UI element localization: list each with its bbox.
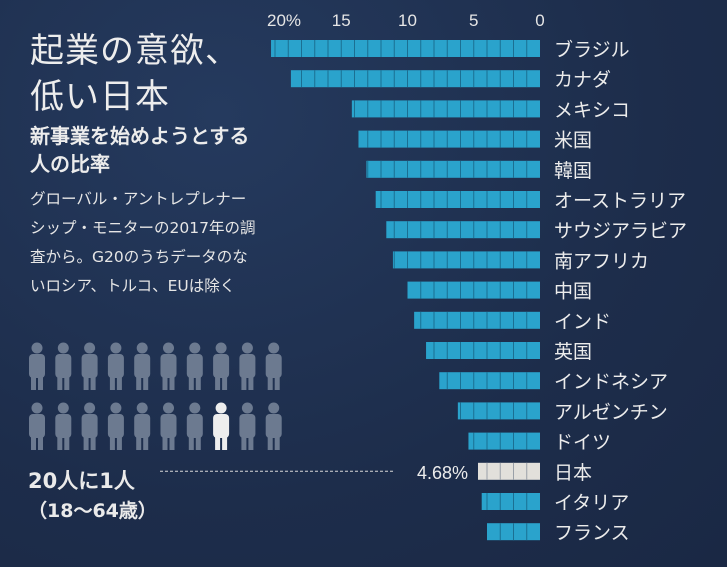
person-icon (186, 402, 203, 450)
person-icon (213, 342, 230, 390)
person-icon (239, 342, 256, 390)
category-label: フランス (554, 522, 630, 544)
bar (290, 70, 540, 88)
person-icon (160, 402, 177, 450)
description: グローバル・アントレプレナー シップ・モニターの2017年の調 査から。G20の… (30, 185, 300, 301)
person-icon (186, 342, 203, 390)
category-label: インド (554, 311, 611, 333)
data-label: 4.68% (417, 463, 468, 483)
person-icon (265, 342, 282, 390)
bar (386, 221, 540, 239)
category-label: カナダ (554, 69, 611, 91)
subtitle-line-2: 人の比率 (30, 152, 110, 176)
bar (426, 342, 540, 359)
category-label: メキシコ (554, 99, 630, 121)
category-label: ドイツ (554, 432, 611, 454)
age-range-label: （18～64歳） (28, 500, 157, 522)
bar (457, 402, 540, 420)
category-label: 韓国 (554, 160, 592, 182)
person-icon (134, 342, 151, 390)
x-tick-label: 0 (535, 11, 544, 30)
bar (271, 40, 540, 57)
category-label: オーストラリア (554, 190, 686, 212)
x-tick-label: 20% (267, 11, 301, 30)
description-line: シップ・モニターの2017年の調 (30, 219, 256, 237)
person-icon (29, 402, 45, 450)
description-line: 査から。G20のうちデータのな (30, 248, 248, 266)
bar (477, 462, 540, 480)
category-label: ブラジル (554, 38, 630, 61)
person-icon (239, 402, 256, 450)
person-icon (81, 342, 98, 390)
category-label: アルゼンチン (554, 401, 668, 423)
bar (375, 191, 540, 208)
person-icon (81, 402, 98, 450)
people-pictogram (29, 342, 282, 450)
bar (414, 311, 540, 329)
x-tick-label: 5 (469, 11, 478, 30)
chart-subtitle: 新事業を始めようとする 人の比率 (30, 122, 249, 178)
bar (481, 493, 540, 510)
person-icon-highlighted (213, 402, 230, 450)
ratio-label: 20人に1人 (28, 469, 135, 493)
person-icon (265, 402, 282, 450)
title-line-2: 低い日本 (30, 77, 170, 117)
page-title: 起業の意欲、 低い日本 (30, 28, 240, 120)
category-label: サウジアラビア (554, 220, 687, 242)
person-icon (55, 402, 72, 450)
person-icon (107, 402, 124, 450)
person-icon (29, 342, 45, 390)
person-icon (55, 342, 72, 390)
title-line-1: 起業の意欲、 (30, 31, 240, 71)
category-label: 南アフリカ (554, 250, 649, 272)
bar (468, 432, 540, 450)
x-tick-label: 10 (398, 11, 417, 30)
category-label: 中国 (554, 281, 592, 303)
category-label: 日本 (554, 462, 592, 484)
bar (358, 130, 540, 148)
person-icon (160, 342, 177, 390)
person-icon (107, 342, 124, 390)
x-tick-label: 15 (332, 11, 351, 30)
category-label: イタリア (554, 492, 629, 514)
category-label: 米国 (554, 130, 592, 152)
description-line: いロシア、トルコ、EUは除く (30, 277, 236, 295)
subtitle-line-1: 新事業を始めようとする (30, 124, 250, 148)
description-line: グローバル・アントレプレナー (30, 190, 247, 208)
category-label: インドネシア (554, 371, 668, 393)
person-icon (134, 402, 151, 450)
category-label: 英国 (554, 341, 592, 363)
bar (366, 160, 540, 178)
bar (351, 100, 540, 118)
bar (439, 372, 540, 390)
bar (392, 251, 540, 269)
